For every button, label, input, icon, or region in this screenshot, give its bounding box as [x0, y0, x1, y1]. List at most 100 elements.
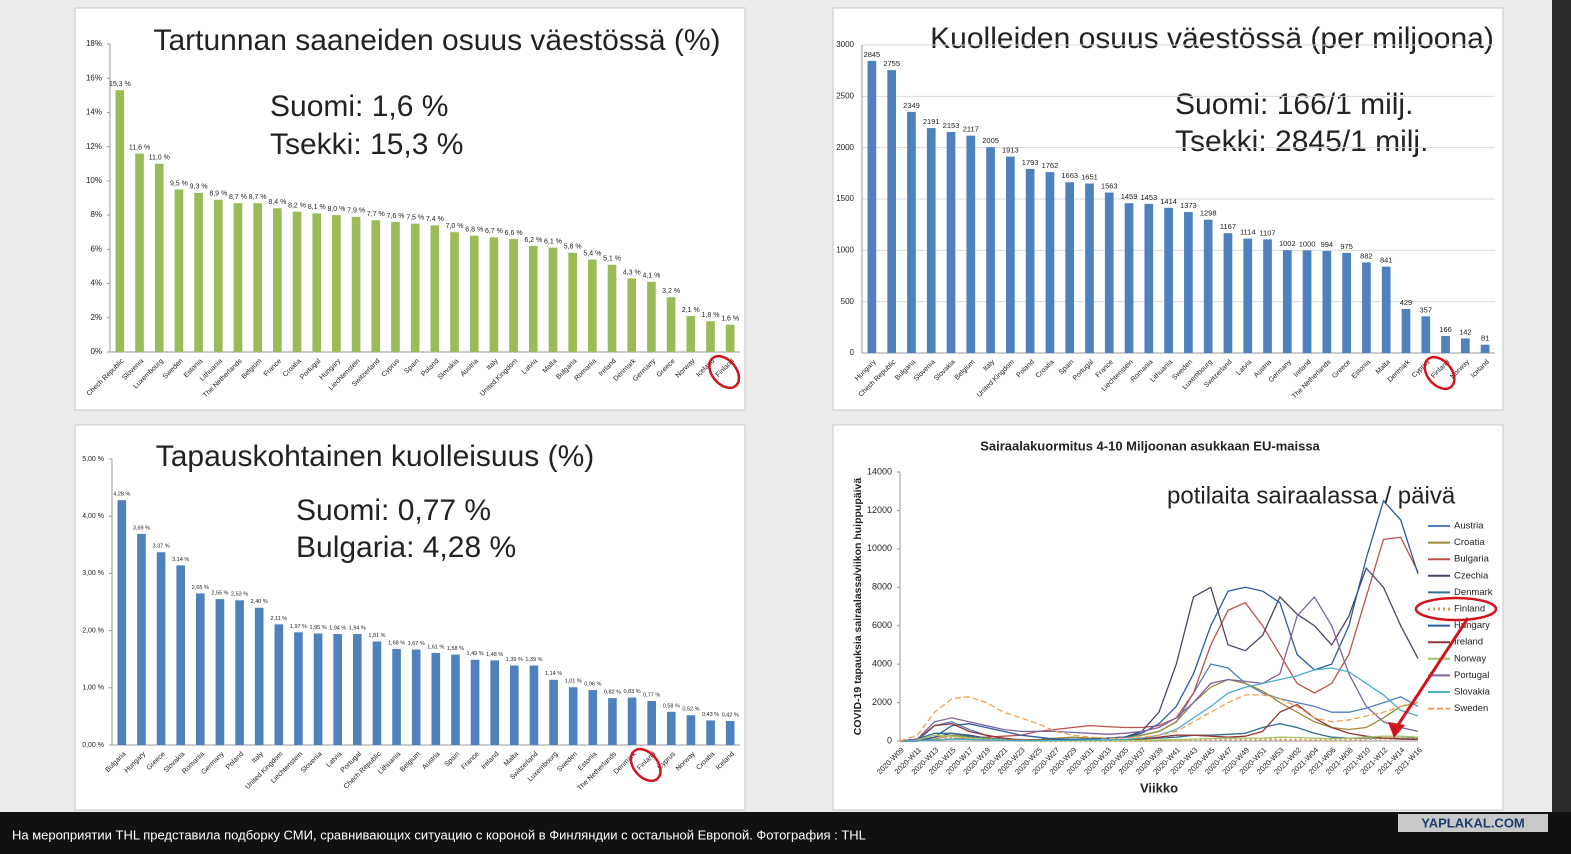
annotation: Suomi: 1,6 %	[270, 90, 448, 123]
caption: На мероприятии THL представила подборку …	[12, 827, 866, 842]
bar	[706, 720, 715, 745]
value-label: 1,67 %	[408, 641, 425, 647]
value-label: 7,9 %	[347, 208, 365, 215]
value-label: 5,1 %	[603, 256, 621, 263]
value-label: 7,0 %	[446, 223, 464, 230]
annotation: Suomi: 166/1 milj.	[1175, 88, 1413, 121]
value-label: 1298	[1200, 209, 1217, 218]
value-label: 882	[1360, 251, 1373, 260]
bar	[509, 665, 519, 745]
legend-label: Slovakia	[1454, 687, 1491, 698]
bar	[115, 90, 125, 352]
value-label: 2,55 %	[211, 591, 228, 597]
value-label: 0,82 %	[604, 690, 621, 696]
value-label: 1,49 %	[467, 651, 484, 657]
bar	[1401, 308, 1411, 353]
bar	[548, 247, 558, 352]
series-line	[899, 595, 1419, 742]
y-tick-label: 500	[841, 297, 855, 306]
annotation: potilaita sairaalassa / päivä	[1167, 482, 1456, 509]
bar	[706, 321, 715, 352]
value-label: 1,81 %	[368, 633, 385, 639]
bar	[926, 128, 936, 353]
bar	[588, 259, 597, 352]
bar	[195, 593, 205, 745]
bar	[966, 135, 976, 353]
y-tick-label: 1,00 %	[82, 685, 104, 692]
value-label: 15,3 %	[109, 81, 131, 88]
value-label: 0,77 %	[643, 692, 660, 698]
value-label: 1,61 %	[427, 644, 444, 650]
bar	[1381, 266, 1391, 353]
legend-label: Denmark	[1454, 587, 1493, 598]
y-tick-label: 14%	[86, 108, 102, 117]
value-label: 1414	[1160, 197, 1177, 206]
value-label: 1,6 %	[721, 315, 739, 322]
bar	[1104, 192, 1114, 353]
value-label: 8,7 %	[249, 194, 267, 201]
bar	[333, 634, 343, 745]
highlight	[1414, 596, 1498, 622]
y-tick-label: 2000	[836, 143, 854, 152]
bar	[1460, 338, 1470, 353]
y-tick-label: 2%	[90, 313, 102, 322]
legend-label: Ireland	[1454, 637, 1483, 648]
bar	[332, 215, 341, 352]
value-label: 2,11 %	[270, 616, 287, 622]
bar	[666, 711, 676, 745]
value-label: 3,2 %	[662, 288, 680, 295]
value-label: 6,2 %	[524, 237, 542, 244]
y-tick-label: 6000	[872, 620, 892, 630]
highlight	[629, 747, 662, 783]
value-label: 0,52 %	[682, 707, 699, 713]
y-tick-label: 3000	[836, 40, 854, 49]
bar	[568, 687, 578, 745]
bar	[313, 633, 323, 745]
legend-label: Norway	[1454, 653, 1486, 664]
bar	[156, 552, 166, 745]
value-label: 1,14 %	[545, 671, 562, 677]
legend-label: Sweden	[1454, 703, 1488, 714]
bar	[686, 316, 696, 352]
value-label: 9,5 %	[170, 180, 188, 187]
watermark-box	[1398, 814, 1548, 832]
value-label: 7,4 %	[426, 216, 444, 223]
bar	[135, 153, 144, 352]
y-tick-label: 0%	[90, 347, 102, 356]
y-tick-label: 4000	[872, 659, 892, 669]
y-tick-label: 6%	[90, 244, 102, 253]
legend-label: Portugal	[1454, 670, 1489, 681]
value-label: 2005	[982, 136, 999, 145]
bar	[1322, 250, 1332, 353]
value-label: 1,94 %	[329, 625, 346, 631]
bar	[568, 252, 577, 352]
bar	[469, 235, 479, 352]
value-label: 1373	[1180, 201, 1197, 210]
bar	[946, 131, 956, 353]
value-label: 2755	[883, 59, 900, 68]
value-label: 1793	[1022, 158, 1039, 167]
y-tick-label: 18%	[86, 39, 102, 48]
bar	[254, 607, 264, 745]
value-label: 975	[1340, 242, 1353, 251]
bar	[352, 634, 362, 745]
bar	[1006, 156, 1015, 353]
value-label: 1002	[1279, 239, 1296, 248]
bar	[647, 281, 656, 352]
value-label: 2191	[923, 117, 940, 126]
y-tick-label: 1000	[836, 245, 854, 254]
bar	[372, 641, 382, 745]
y-tick-label: 1500	[836, 194, 854, 203]
bar	[1184, 212, 1193, 353]
bar	[1025, 168, 1035, 353]
bar	[253, 203, 262, 352]
value-label: 5,4 %	[583, 250, 601, 257]
bar	[1421, 316, 1431, 353]
value-label: 4,1 %	[642, 273, 660, 280]
bar	[273, 208, 282, 352]
y-tick-label: 12%	[86, 142, 102, 151]
value-label: 0,83 %	[624, 689, 641, 695]
edge	[1552, 0, 1571, 812]
bar	[176, 565, 186, 745]
value-label: 1453	[1140, 193, 1157, 202]
